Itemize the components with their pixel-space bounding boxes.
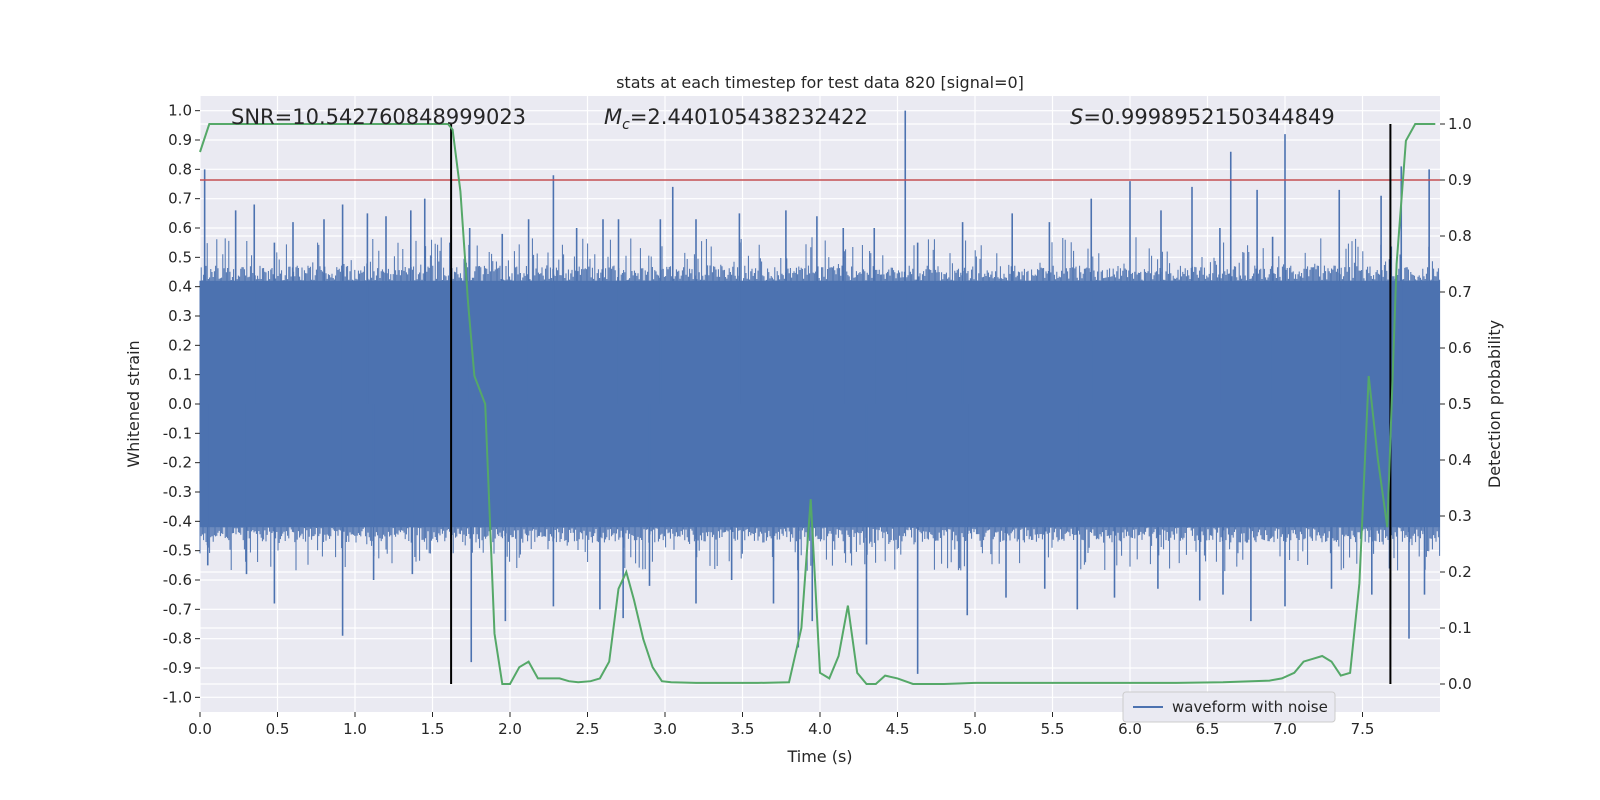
mc-subscript: c xyxy=(622,117,630,133)
y-tick-label: -0.7 xyxy=(163,600,192,618)
waveform-noise xyxy=(199,237,1441,572)
y-tick-label: 0.2 xyxy=(168,336,192,354)
y2-tick-labels: 1.0 0.9 0.8 0.7 0.6 0.5 0.4 0.3 0.2 0.1 0.0 xyxy=(1440,115,1472,693)
y2-tick-label: 0.7 xyxy=(1448,283,1472,301)
x-tick-label: 2.5 xyxy=(576,720,600,738)
y-tick-label: 0.9 xyxy=(168,131,192,149)
x-tick-label: 7.0 xyxy=(1273,720,1297,738)
y2-tick-label: 0.8 xyxy=(1448,227,1472,245)
y-tick-label: 0.1 xyxy=(168,366,192,384)
y-tick-label: 0.4 xyxy=(168,278,192,296)
x-axis-label: Time (s) xyxy=(786,747,852,766)
x-tick-label: 3.5 xyxy=(731,720,755,738)
y2-tick-label: 0.3 xyxy=(1448,507,1472,525)
y-tick-label: -0.8 xyxy=(163,630,192,648)
mc-annotation: Mc=2.440105438232422 xyxy=(604,105,868,133)
y-tick-label: 0.6 xyxy=(168,219,192,237)
x-tick-label: 7.5 xyxy=(1351,720,1375,738)
legend: waveform with noise xyxy=(1122,691,1336,723)
y-tick-label: 0.5 xyxy=(168,248,192,266)
x-tick-label: 5.0 xyxy=(963,720,987,738)
x-tick-label: 1.0 xyxy=(343,720,367,738)
s-value: =0.9998952150344849 xyxy=(1083,105,1334,129)
y2-tick-label: 0.4 xyxy=(1448,451,1472,469)
y-tick-label: -0.6 xyxy=(163,571,192,589)
x-tick-label: 0.5 xyxy=(266,720,290,738)
x-tick-labels: 0.0 0.5 1.0 1.5 2.0 2.5 3.0 3.5 4.0 4.5 5.0 5.5 6.0 6… xyxy=(188,712,1374,738)
y-tick-labels: 1.0 0.9 0.8 0.7 0.6 0.5 0.4 0.3 0.2 0.1 0.0 -0.1 -0.… xyxy=(163,102,200,706)
mc-symbol: M xyxy=(604,105,622,129)
y2-axis-label: Detection probability xyxy=(1485,320,1504,488)
y-tick-label: -0.2 xyxy=(163,454,192,472)
probability-series xyxy=(199,123,1436,685)
x-tick-label: 6.5 xyxy=(1196,720,1220,738)
y-tick-label: -0.1 xyxy=(163,424,192,442)
legend-label: waveform with noise xyxy=(1172,698,1328,716)
probability-line xyxy=(199,123,1436,685)
y-tick-label: 0.8 xyxy=(168,160,192,178)
y-tick-label: -1.0 xyxy=(163,688,192,706)
waveform-series xyxy=(199,110,1441,674)
mc-value: =2.440105438232422 xyxy=(630,105,868,129)
y-tick-label: -0.5 xyxy=(163,542,192,560)
s-symbol: S xyxy=(1070,105,1083,129)
x-tick-label: 1.5 xyxy=(421,720,445,738)
x-tick-label: 4.0 xyxy=(808,720,832,738)
y2-tick-label: 0.2 xyxy=(1448,563,1472,581)
vertical-markers xyxy=(450,124,1392,684)
y2-tick-label: 0.1 xyxy=(1448,619,1472,637)
y2-tick-label: 0.6 xyxy=(1448,339,1472,357)
x-tick-label: 4.5 xyxy=(886,720,910,738)
y2-tick-label: 0.5 xyxy=(1448,395,1472,413)
y-tick-label: 0.7 xyxy=(168,190,192,208)
s-annotation: S=0.9998952150344849 xyxy=(1070,105,1335,129)
chart-title: stats at each timestep for test data 820… xyxy=(616,73,1024,92)
x-tick-label: 3.0 xyxy=(653,720,677,738)
y-tick-label: 0.0 xyxy=(168,395,192,413)
x-tick-label: 5.5 xyxy=(1041,720,1065,738)
snr-annotation: SNR=10.542760848999023 xyxy=(231,105,526,129)
y-tick-label: -0.3 xyxy=(163,483,192,501)
y-tick-label: 0.3 xyxy=(168,307,192,325)
y-tick-label: 1.0 xyxy=(168,102,192,120)
y-axis-label: Whitened strain xyxy=(124,340,143,467)
y-tick-label: -0.9 xyxy=(163,659,192,677)
x-tick-label: 2.0 xyxy=(498,720,522,738)
legend-box xyxy=(1122,691,1336,723)
y2-tick-label: 1.0 xyxy=(1448,115,1472,133)
y2-tick-label: 0.0 xyxy=(1448,675,1472,693)
x-tick-label: 6.0 xyxy=(1118,720,1142,738)
x-tick-label: 0.0 xyxy=(188,720,212,738)
y-tick-label: -0.4 xyxy=(163,512,192,530)
y2-tick-label: 0.9 xyxy=(1448,171,1472,189)
